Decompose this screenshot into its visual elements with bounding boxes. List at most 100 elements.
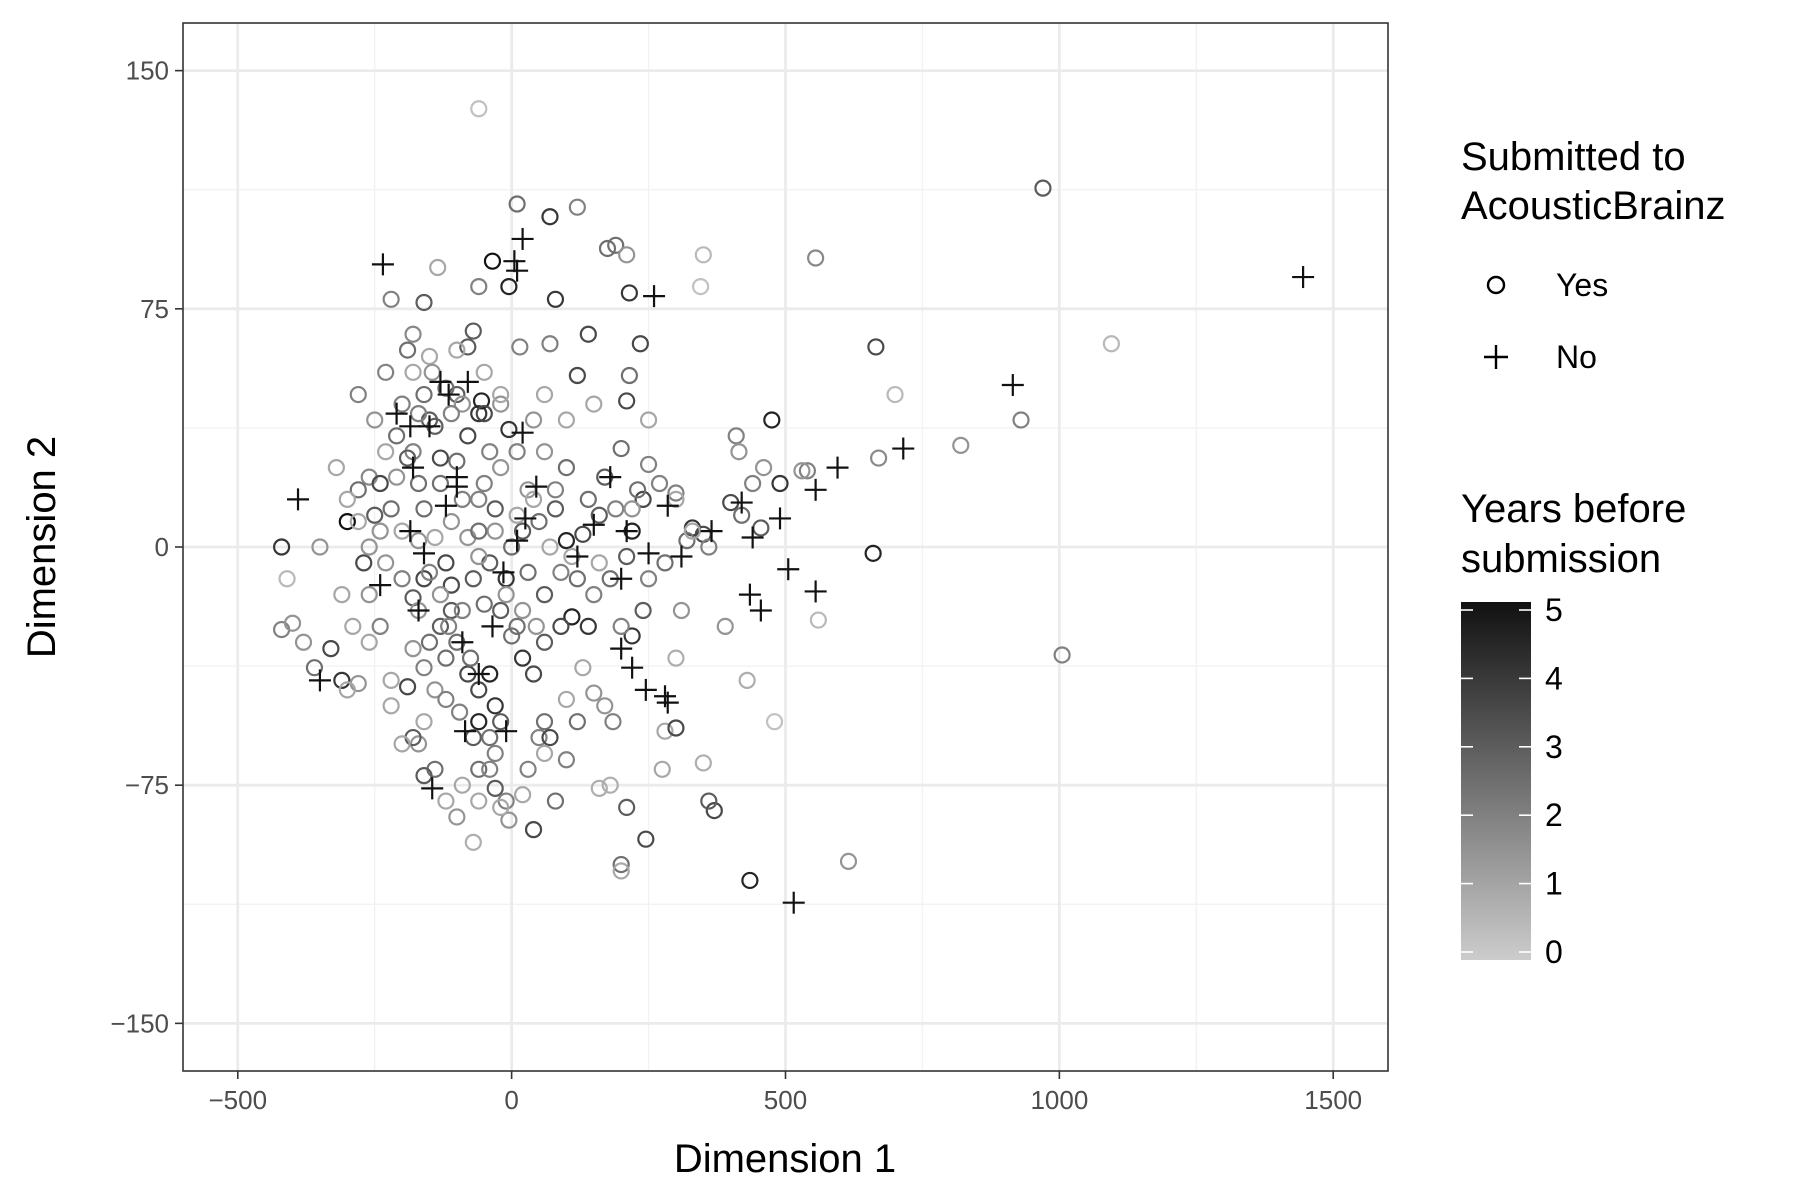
point-yes	[442, 512, 460, 531]
point-yes	[470, 713, 488, 731]
point-yes	[503, 627, 521, 645]
colorbar-tick-label: 2	[1545, 797, 1563, 833]
point-yes	[620, 284, 638, 302]
point-no	[700, 520, 723, 543]
point-yes	[481, 728, 499, 747]
point-no	[437, 383, 460, 406]
point-yes	[672, 601, 691, 620]
point-yes	[415, 293, 433, 312]
point-yes	[557, 751, 576, 769]
point-yes	[667, 484, 685, 502]
point-yes	[694, 246, 712, 264]
point-yes	[305, 659, 324, 677]
point-yes	[492, 713, 510, 731]
point-yes	[360, 633, 378, 651]
colorbar-tick-label: 3	[1545, 729, 1563, 765]
point-yes	[513, 649, 532, 667]
point-no	[610, 567, 633, 590]
point-yes	[683, 522, 701, 540]
point-no	[402, 456, 425, 479]
point-yes	[590, 554, 608, 572]
point-yes	[623, 627, 641, 645]
legend-submitted-title-line1: Submitted to	[1461, 135, 1686, 179]
point-yes	[508, 443, 526, 461]
point-yes	[541, 538, 559, 556]
point-yes	[393, 735, 411, 753]
legend-plus-key	[1484, 345, 1508, 369]
point-yes	[653, 760, 671, 778]
point-yes	[618, 798, 636, 817]
point-no	[826, 456, 849, 479]
point-no	[514, 507, 537, 530]
point-no	[503, 250, 526, 273]
point-no	[434, 494, 457, 517]
point-yes	[486, 522, 504, 540]
points-yes	[272, 100, 1120, 890]
point-yes	[322, 640, 340, 658]
point-yes	[404, 325, 422, 343]
point-yes	[574, 659, 592, 677]
point-yes	[448, 808, 466, 826]
point-no	[670, 545, 693, 568]
point-yes	[475, 595, 493, 613]
point-yes	[535, 586, 554, 604]
point-yes	[656, 554, 674, 572]
point-no	[643, 285, 666, 308]
point-yes	[475, 363, 493, 381]
point-yes	[470, 405, 488, 423]
colorbar-tick-label: 4	[1545, 660, 1563, 696]
point-yes	[574, 525, 592, 543]
point-yes	[631, 335, 649, 353]
point-no	[738, 583, 761, 606]
point-yes	[557, 459, 576, 477]
point-yes	[807, 249, 825, 267]
point-yes	[500, 420, 518, 439]
point-yes	[568, 366, 586, 385]
point-yes	[639, 570, 658, 588]
point-yes	[552, 617, 570, 635]
point-yes	[437, 379, 455, 397]
point-yes	[431, 586, 450, 604]
point-yes	[278, 570, 296, 588]
point-yes	[557, 532, 576, 550]
point-yes	[382, 290, 400, 308]
point-yes	[349, 385, 367, 404]
point-no	[287, 488, 310, 511]
point-yes	[607, 236, 625, 254]
point-yes	[453, 601, 471, 620]
point-yes	[524, 665, 543, 683]
point-no	[782, 891, 805, 914]
point-no	[421, 777, 444, 800]
point-yes	[524, 490, 543, 508]
point-yes	[546, 500, 565, 518]
point-no	[467, 663, 490, 686]
point-yes	[546, 290, 565, 308]
point-yes	[590, 779, 608, 797]
colorbar-tick-label: 5	[1545, 592, 1563, 628]
point-no	[418, 415, 441, 438]
point-yes	[492, 385, 510, 404]
point-yes	[612, 439, 630, 458]
point-yes	[420, 563, 439, 582]
point-yes	[798, 462, 817, 480]
legend-label-yes: Yes	[1556, 267, 1608, 303]
point-yes	[344, 617, 362, 635]
point-yes	[272, 538, 291, 556]
point-yes	[519, 760, 537, 778]
legend-years-title-line1: Years before	[1461, 487, 1686, 531]
point-yes	[1102, 335, 1120, 353]
point-no	[637, 542, 660, 565]
point-yes	[382, 697, 400, 715]
point-yes	[437, 690, 455, 709]
point-no	[656, 494, 679, 517]
point-yes	[629, 481, 647, 499]
point-yes	[349, 481, 367, 499]
point-yes	[483, 252, 502, 270]
point-no	[749, 599, 772, 622]
point-no	[481, 615, 504, 638]
point-yes	[492, 395, 510, 413]
point-yes	[650, 474, 669, 493]
point-yes	[442, 576, 460, 594]
point-yes	[371, 474, 389, 493]
point-yes	[355, 554, 373, 572]
